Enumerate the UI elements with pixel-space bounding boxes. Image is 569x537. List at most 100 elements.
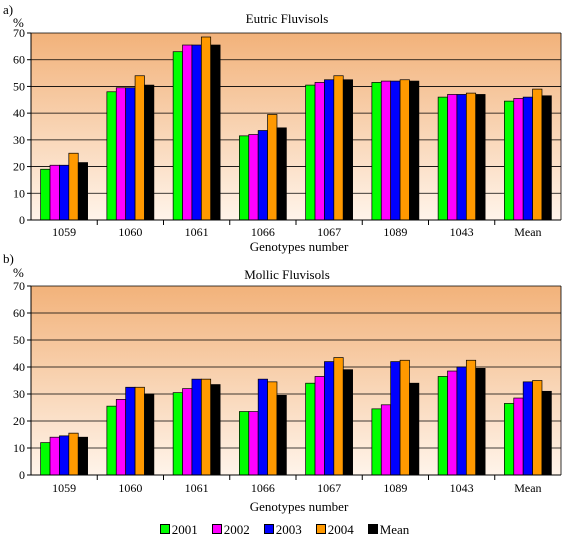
x-axis-label-a: Genotypes number [250,239,349,254]
bar [456,94,467,221]
legend: 2001 2002 2003 2004 Mean [0,522,569,536]
bar [276,127,287,221]
y-tick-label: 60 [13,306,25,320]
bar [248,134,259,221]
bar [267,114,278,221]
legend-item-2004: 2004 [315,522,354,536]
bar [134,75,145,221]
x-tick-label: 1066 [251,481,275,495]
y-tick-label: 10 [13,186,25,200]
panel-label-a: a) [3,2,13,17]
chart-panel-a: 0 10 20 30 40 50 60 70 1059 1060 1061 1066 1067 1089 1… [3,2,562,254]
legend-swatch-2004 [315,524,326,534]
bar [182,44,193,221]
bar [115,399,127,476]
bar [49,164,60,221]
y-axis-unit-a: % [13,15,24,30]
legend-label-mean: Mean [379,521,410,537]
bar [248,411,259,476]
bar [409,80,420,221]
y-tick-label: 60 [13,53,25,67]
x-tick-label: 1060 [118,225,142,239]
bar [437,96,448,221]
bar [399,79,410,221]
y-tick-label: 40 [13,360,25,374]
legend-label-2001: 2001 [171,521,198,537]
bar [77,436,88,476]
bar [68,432,79,476]
bar [200,36,212,221]
bar [210,44,221,221]
y-tick-label: 50 [13,79,25,93]
y-tick-label: 20 [13,160,25,174]
bar [504,100,515,221]
bar [333,357,344,476]
y-tick-label: 30 [13,387,25,401]
bar [305,382,316,476]
bar [59,164,70,221]
bar [532,380,543,476]
x-tick-label: 1061 [185,225,209,239]
bar [371,408,382,476]
bar [191,44,202,221]
legend-item-mean: Mean [367,521,410,537]
bar [59,435,70,476]
bar [125,87,136,221]
y-tick-label: 50 [13,333,25,347]
bar [456,366,467,476]
bar [532,88,543,221]
bar [465,359,477,476]
bar [447,94,458,221]
y-tick-label: 20 [13,414,25,428]
x-tick-label: 1067 [317,225,341,239]
x-tick-label: 1089 [383,225,407,239]
bar [77,162,88,221]
bar [40,442,51,476]
bar [257,130,268,221]
bar [447,370,458,476]
bar [49,436,60,476]
bar [541,390,552,476]
bar [257,378,268,476]
bar [134,386,145,476]
bar [324,79,335,221]
x-tick-label: Mean [514,481,541,495]
bar [380,404,392,476]
chart-title-a: Eutric Fluvisols [246,11,329,26]
legend-label-2002: 2002 [223,521,250,537]
bar [200,378,212,476]
bar [475,94,486,221]
bar [182,388,193,476]
bar [371,82,382,221]
bar [144,393,155,476]
bar [314,376,325,476]
bar [144,84,155,221]
y-tick-label: 0 [19,213,25,227]
x-tick-label: 1067 [317,481,341,495]
bar [522,96,533,221]
x-tick-label: 1043 [450,481,474,495]
x-tick-label: Mean [514,225,541,239]
bar [191,378,202,476]
legend-swatch-mean [367,524,378,534]
bar [106,405,117,476]
x-tick-label: 1089 [383,481,407,495]
legend-label-2003: 2003 [275,521,302,537]
bar [342,369,353,476]
y-tick-label: 40 [13,106,25,120]
bar [115,87,127,221]
y-axis-unit-b: % [13,265,24,280]
bar [333,75,344,221]
bar [172,392,183,476]
x-tick-label: 1043 [450,225,474,239]
x-tick-label: 1066 [251,225,275,239]
legend-item-2002: 2002 [211,521,250,537]
bar [172,51,183,221]
bar [68,152,79,221]
y-tick-label: 70 [13,279,25,293]
bar [465,92,477,221]
bar [390,361,401,476]
bar [239,411,250,476]
y-tick-label: 0 [19,468,25,482]
